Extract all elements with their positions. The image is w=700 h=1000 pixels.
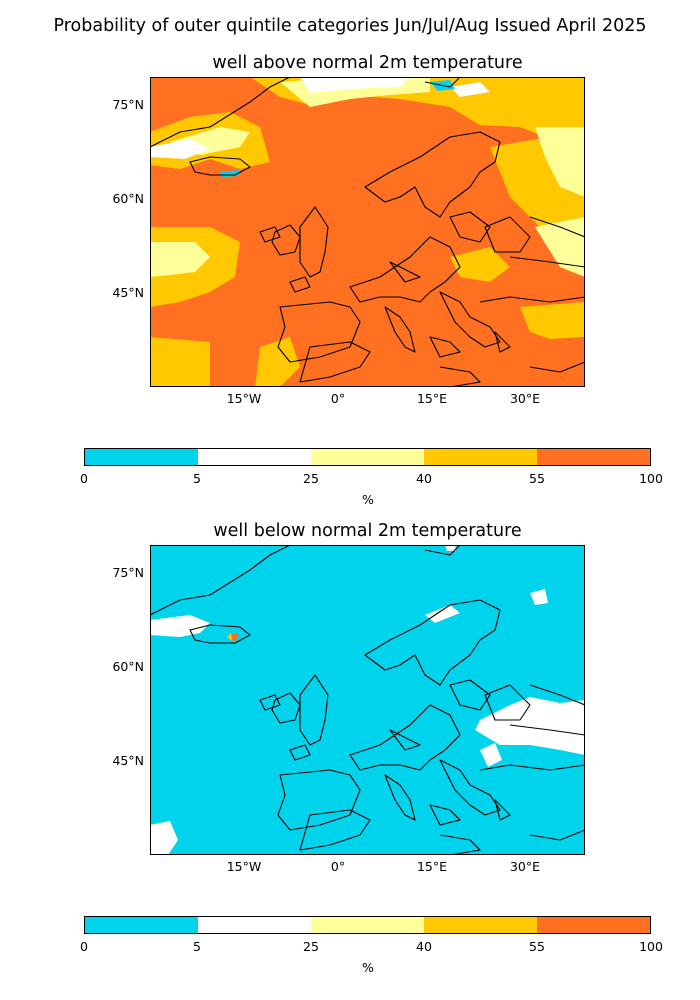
colorbar-2-unit: %	[362, 960, 374, 975]
map-1-coastlines	[150, 77, 585, 387]
map-2-panel	[150, 545, 585, 855]
map-1-lon-tick-30e: 30°E	[509, 391, 541, 406]
colorbar-2-tick-40: 40	[416, 939, 432, 954]
map-1-lon-tick-0: 0°	[330, 391, 346, 406]
map-1-lon-tick-15e: 15°E	[416, 391, 448, 406]
map-1-area-5-25-north	[300, 77, 410, 93]
colorbar-1	[84, 448, 651, 466]
map-1-area-40-55-balkan	[450, 247, 510, 282]
colorbar-1-seg-55-100	[537, 449, 650, 465]
map-1-area-25-40-east	[535, 127, 585, 197]
map-2-coastlines	[150, 545, 585, 855]
colorbar-1-tick-0: 0	[80, 471, 88, 486]
map-2-plot	[150, 545, 585, 855]
colorbar-2-tick-100: 100	[639, 939, 663, 954]
map-2-area-5-25-scand	[425, 605, 460, 623]
map-1-area-5-25-east	[450, 82, 490, 97]
colorbar-2-seg-25-40	[311, 917, 424, 933]
map-1-title: well above normal 2m temperature	[212, 53, 523, 73]
map-2-lat-tick-60: 60°N	[112, 659, 144, 674]
map-2-area-5-25-east	[475, 697, 585, 755]
colorbar-2-tick-0: 0	[80, 939, 88, 954]
colorbar-2-tick-55: 55	[529, 939, 545, 954]
colorbar-1-seg-40-55	[424, 449, 537, 465]
map-1-area-5-25-nw	[150, 139, 210, 159]
colorbar-1-tick-100: 100	[639, 471, 663, 486]
colorbar-1-tick-40: 40	[416, 471, 432, 486]
colorbar-2	[84, 916, 651, 934]
colorbar-2-tick-25: 25	[303, 939, 319, 954]
map-1-lat-tick-45: 45°N	[112, 285, 144, 300]
figure-title: Probability of outer quintile categories…	[53, 16, 647, 36]
colorbar-2-seg-0-5	[85, 917, 198, 933]
map-2-lon-tick-30e: 30°E	[509, 859, 541, 874]
map-1-lat-tick-60: 60°N	[112, 191, 144, 206]
colorbar-2-seg-5-25	[198, 917, 311, 933]
colorbar-1-seg-25-40	[311, 449, 424, 465]
map-2-lon-tick-15e: 15°E	[416, 859, 448, 874]
colorbar-1-seg-0-5	[85, 449, 198, 465]
map-1-lon-tick-15w: 15°W	[226, 391, 262, 406]
map-1-panel	[150, 77, 585, 387]
map-2-area-40-55-iceland	[227, 633, 232, 641]
colorbar-1-seg-5-25	[198, 449, 311, 465]
map-1-lat-tick-75: 75°N	[112, 97, 144, 112]
colorbar-1-tick-55: 55	[529, 471, 545, 486]
colorbar-1-unit: %	[362, 492, 374, 507]
map-2-area-5-25-iceland	[150, 615, 210, 637]
colorbar-1-tick-5: 5	[193, 471, 201, 486]
map-1-area-25-40-west	[150, 242, 210, 277]
colorbar-2-seg-55-100	[537, 917, 650, 933]
map-2-lon-tick-15w: 15°W	[226, 859, 262, 874]
map-2-lon-tick-0: 0°	[330, 859, 346, 874]
map-2-area-55-100-iceland	[230, 633, 238, 641]
map-2-area-5-25-black-sea	[480, 743, 502, 767]
colorbar-2-seg-40-55	[424, 917, 537, 933]
map-1-plot	[150, 77, 585, 387]
map-2-area-5-25-speck	[445, 545, 456, 551]
map-2-lat-tick-75: 75°N	[112, 565, 144, 580]
map-2-lat-tick-45: 45°N	[112, 753, 144, 768]
map-2-area-5-25-north	[530, 589, 548, 605]
map-2-title: well below normal 2m temperature	[213, 521, 522, 541]
map-1-area-40-55-se	[520, 302, 585, 339]
map-2-bg-low	[150, 545, 585, 855]
map-1-area-40-55-south	[255, 337, 300, 387]
map-2-area-5-25-sw	[150, 821, 178, 855]
colorbar-2-tick-5: 5	[193, 939, 201, 954]
colorbar-1-tick-25: 25	[303, 471, 319, 486]
map-1-area-40-55-sw	[150, 337, 210, 387]
